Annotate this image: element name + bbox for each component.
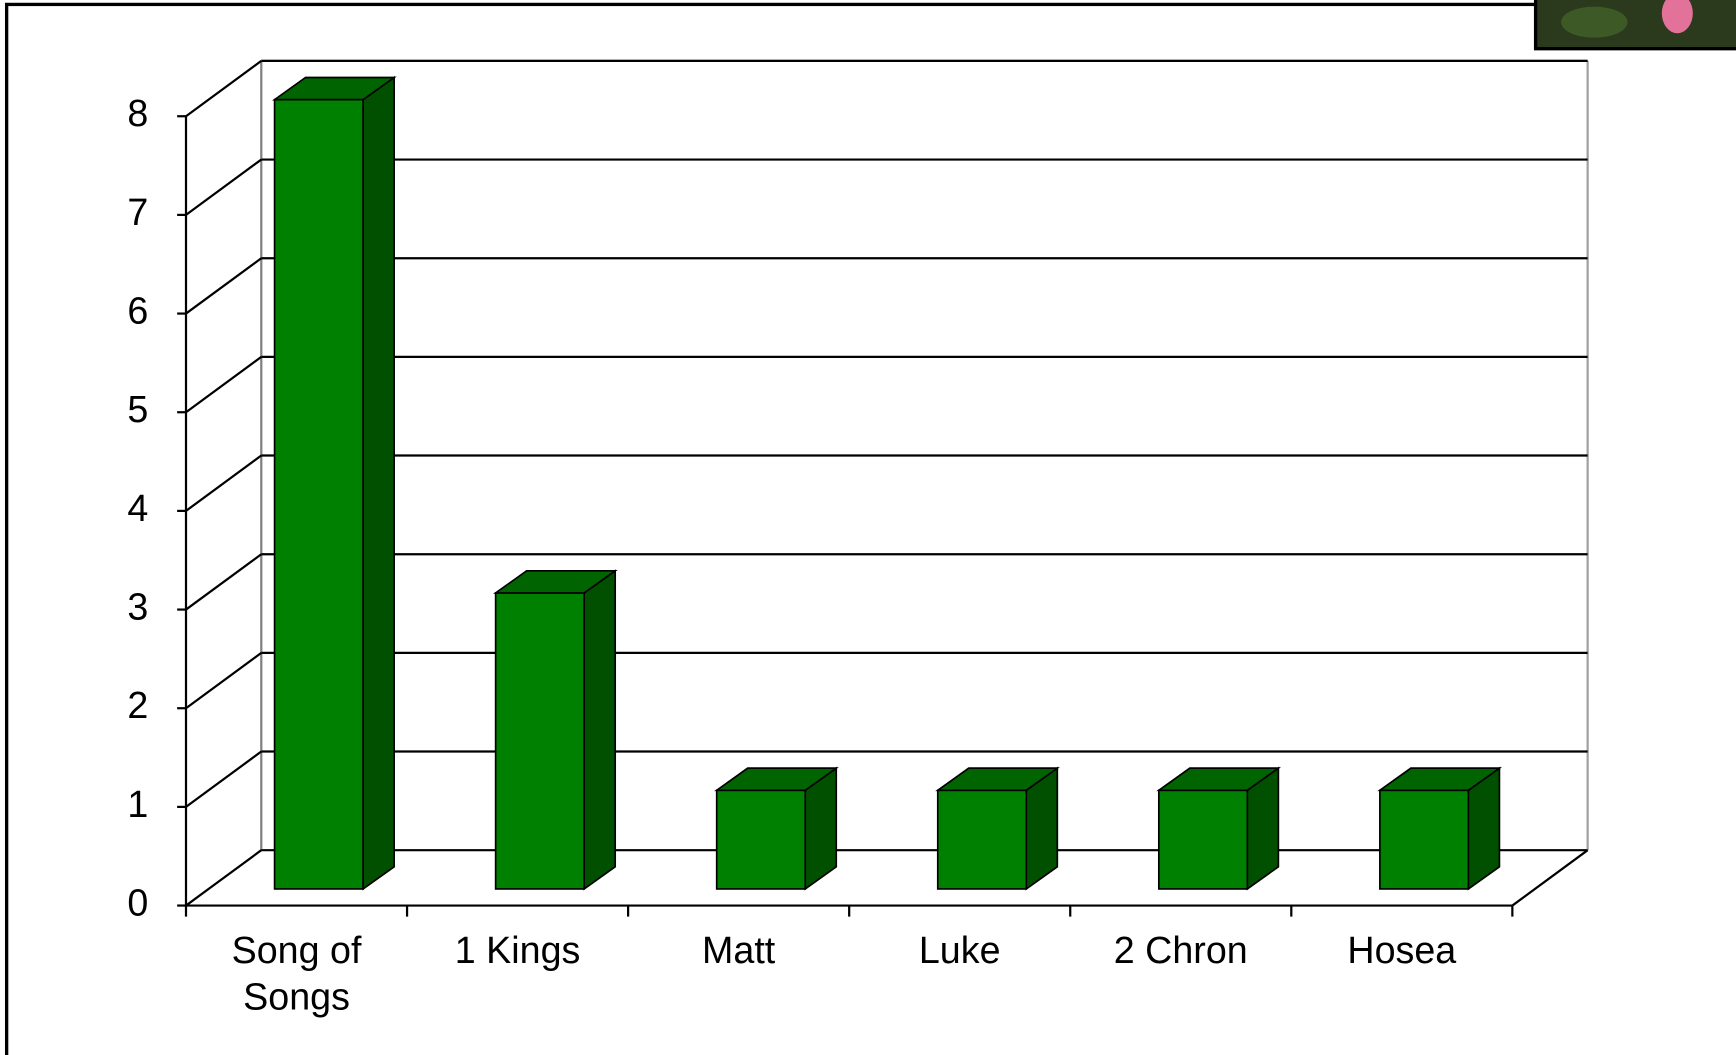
bar-top [714, 767, 839, 792]
y-tick-label: 5 [127, 388, 148, 430]
bar [935, 766, 1060, 891]
grid-line [185, 849, 262, 907]
grid-line [185, 59, 262, 118]
grid-line [185, 158, 262, 216]
bar-top [493, 569, 618, 594]
floor-edge [1511, 849, 1589, 907]
x-label-box: Song of Songs [231, 929, 362, 1019]
x-label-box: 2 Chron [1113, 929, 1248, 972]
bar [271, 75, 397, 891]
bar-top [271, 76, 397, 101]
x-tick-label: 1 Kings [454, 929, 581, 972]
x-tick-label: Matt [702, 929, 776, 972]
grid-line [185, 257, 262, 315]
bar-front [1379, 789, 1470, 890]
bar-front [936, 789, 1028, 890]
x-tick-label: Luke [918, 929, 1001, 972]
bar [1156, 766, 1281, 891]
grid-line [185, 750, 262, 808]
y-tick-label: 6 [127, 290, 148, 332]
bar-side [362, 75, 395, 891]
y-tick-label: 0 [127, 881, 148, 923]
bar [714, 766, 839, 891]
x-tick-label: Hosea [1347, 929, 1457, 972]
bar-front [715, 789, 807, 890]
y-tick-label: 8 [127, 92, 148, 134]
bar-front [494, 592, 586, 890]
x-tick-label: Song of Songs [231, 929, 362, 1019]
bar-front [273, 98, 364, 890]
bar-top [935, 767, 1060, 792]
bar [493, 569, 618, 891]
bar-side [583, 569, 617, 891]
y-tick-label: 4 [127, 487, 148, 529]
x-tick-label: 2 Chron [1113, 929, 1248, 972]
grid-line [185, 651, 262, 710]
thumbnail-image [1533, 0, 1736, 51]
x-label-box: Matt [702, 929, 776, 972]
x-label-box: 1 Kings [454, 929, 581, 972]
bar-front [1157, 789, 1249, 890]
x-label-box: Luke [918, 929, 1001, 972]
y-tick-label: 2 [127, 684, 148, 726]
grid-line [185, 553, 262, 611]
bar-top [1156, 767, 1281, 792]
grid-line [185, 355, 262, 414]
chart-frame [4, 2, 1736, 1055]
y-tick-label: 3 [127, 585, 148, 627]
y-tick-label: 1 [127, 783, 148, 825]
x-label-box: Hosea [1347, 929, 1457, 972]
y-tick-label: 7 [127, 191, 148, 233]
grid-line [185, 454, 262, 512]
bar-top [1377, 767, 1503, 792]
bar [1377, 766, 1503, 891]
